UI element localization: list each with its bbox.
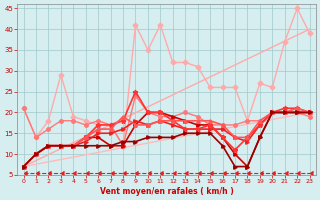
X-axis label: Vent moyen/en rafales ( km/h ): Vent moyen/en rafales ( km/h ) [100, 187, 234, 196]
